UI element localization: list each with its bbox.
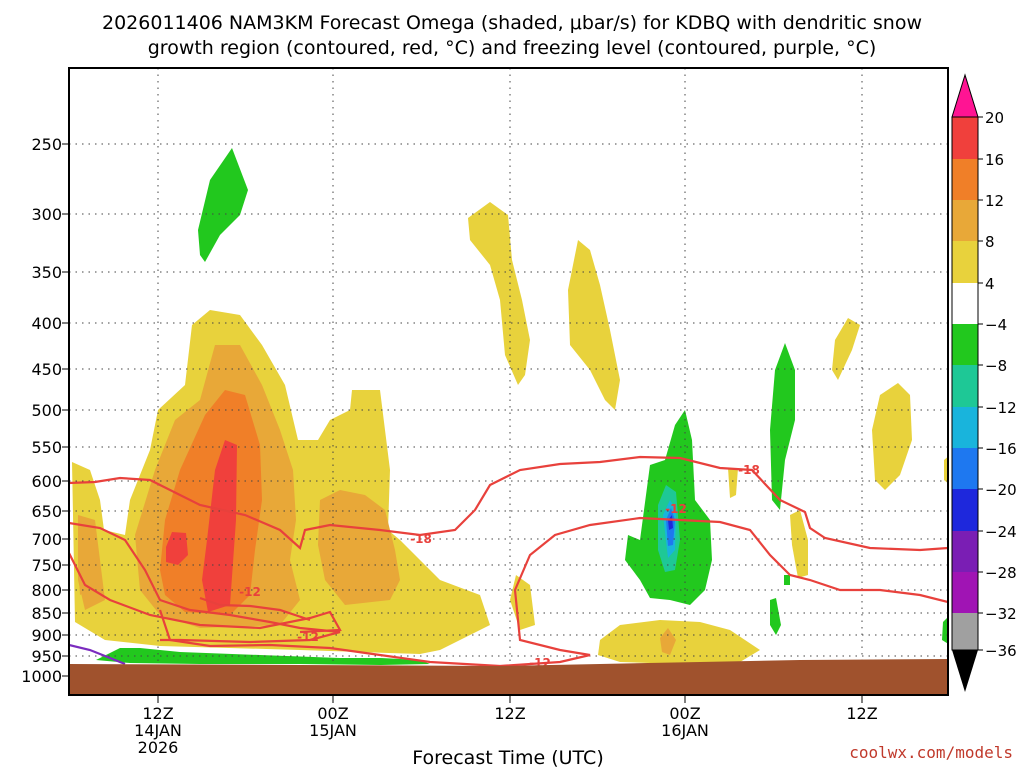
contour-label-4: -12 [297, 630, 319, 644]
y-axis: 250 300 350 400 450 500 550 600 650 700 … [21, 135, 69, 686]
omega-yellow-right-mid [790, 510, 808, 578]
plot-frame [68, 67, 949, 696]
omega-shading [72, 148, 948, 665]
colorbar-label-minus8: −8 [985, 357, 1007, 375]
x-tick-2-line1: 12Z [494, 704, 525, 723]
grid [69, 68, 948, 695]
contour-label-3: -12 [239, 585, 261, 599]
y-tick-650: 650 [31, 502, 62, 521]
freezing-level-contour [69, 643, 126, 666]
colorbar-swatch-minus28-32 [952, 572, 978, 613]
omega-green-right-tall [770, 343, 795, 510]
terrain-surface [69, 659, 948, 695]
omega-red-1 [202, 440, 237, 612]
contour-minus12-upper [69, 521, 341, 644]
omega-green-right-low [770, 598, 781, 635]
contour-minus18-outer [69, 455, 948, 552]
colorbar-label-minus20: −20 [985, 481, 1017, 499]
x-tick-3-line2: 16JAN [661, 721, 709, 740]
colorbar-swatch-minus4-8 [952, 324, 978, 365]
contour-label-5: -12 [665, 502, 687, 516]
x-tick-3-line1: 00Z [669, 704, 700, 723]
omega-red-2 [166, 532, 188, 565]
credit-link[interactable]: coolwx.com/models [849, 743, 1013, 762]
y-tick-750: 750 [31, 556, 62, 575]
colorbar-swatch-minus20-24 [952, 489, 978, 531]
colorbar-label-4: 4 [985, 275, 995, 293]
omega-orange-light-3 [318, 490, 400, 605]
y-tick-350: 350 [31, 263, 62, 282]
x-tick-1-line1: 00Z [317, 704, 348, 723]
colorbar-swatch-minus12-16 [952, 407, 978, 448]
colorbar-label-16: 16 [985, 151, 1004, 169]
contour-minus12-mid [199, 596, 311, 622]
y-tick-900: 900 [31, 626, 62, 645]
contour-minus12-lower [158, 516, 948, 668]
y-tick-850: 850 [31, 604, 62, 623]
colorbar-swatch-neutral [952, 283, 978, 324]
colorbar-swatch-16-20 [952, 117, 978, 159]
colorbar-label-minus12: −12 [985, 399, 1017, 417]
x-tick-4-line1: 12Z [846, 704, 877, 723]
colorbar-label-12: 12 [985, 192, 1004, 210]
colorbar: 20 16 12 8 4 −4 −8 −12 −16 −20 −24 −28 −… [951, 73, 1017, 692]
colorbar-label-minus16: −16 [985, 440, 1017, 458]
colorbar-swatch-minus24-28 [952, 531, 978, 572]
y-tick-400: 400 [31, 314, 62, 333]
colorbar-swatch-minus16-20 [952, 448, 978, 489]
x-tick-0-line3: 2026 [138, 738, 179, 757]
y-tick-500: 500 [31, 401, 62, 420]
omega-green-surface [96, 648, 430, 665]
x-axis-label: Forecast Time (UTC) [412, 747, 603, 768]
colorbar-label-minus4: −4 [985, 316, 1007, 334]
omega-yellow-small [728, 468, 738, 498]
colorbar-swatch-12-16 [952, 159, 978, 200]
chart-title-line2: growth region (contoured, red, °C) and f… [148, 37, 877, 59]
colorbar-label-20: 20 [985, 109, 1004, 127]
x-tick-0-line1: 12Z [142, 704, 173, 723]
omega-yellow-upper-2 [568, 240, 620, 410]
colorbar-bottom-arrow [952, 650, 978, 692]
colorbar-swatch-minus32-36 [952, 613, 978, 650]
colorbar-swatch-8-12 [952, 200, 978, 241]
plot-area: -18 -18 -12 -12 -12 -12 [69, 68, 948, 695]
contour-label-1: -18 [410, 532, 432, 546]
colorbar-label-minus36: −36 [985, 642, 1017, 660]
x-tick-1-line2: 15JAN [309, 721, 357, 740]
colorbar-label-minus28: −28 [985, 564, 1017, 582]
y-tick-950: 950 [31, 647, 62, 666]
y-tick-450: 450 [31, 360, 62, 379]
omega-orange-lower [660, 628, 676, 655]
contour-minus18-lower [69, 552, 342, 634]
omega-yellow-upper-1 [468, 202, 530, 385]
colorbar-swatch-minus8-12 [952, 365, 978, 407]
colorbar-top-arrow [952, 75, 978, 117]
x-tick-0-line2: 14JAN [134, 721, 182, 740]
omega-green-right-dot [784, 575, 790, 585]
colorbar-label-minus32: −32 [985, 605, 1017, 623]
chart-title-line1: 2026011406 NAM3KM Forecast Omega (shaded… [102, 12, 922, 34]
omega-green-upper [198, 148, 248, 262]
colorbar-label-8: 8 [985, 233, 995, 251]
y-tick-250: 250 [31, 135, 62, 154]
y-tick-550: 550 [31, 438, 62, 457]
y-tick-800: 800 [31, 581, 62, 600]
omega-yellow-lower [598, 620, 760, 664]
omega-yellow-upper-3 [832, 318, 860, 380]
omega-green-edge [942, 617, 948, 644]
y-tick-600: 600 [31, 472, 62, 491]
y-tick-1000: 1000 [21, 667, 62, 686]
colorbar-label-minus24: −24 [985, 523, 1017, 541]
y-tick-300: 300 [31, 205, 62, 224]
dendritic-contours [69, 455, 948, 668]
x-axis: 12Z 14JAN 2026 00Z 15JAN 12Z 00Z 16JAN 1… [134, 695, 878, 757]
colorbar-swatch-4-8 [952, 241, 978, 283]
contour-label-2: -18 [738, 463, 760, 477]
y-tick-700: 700 [31, 530, 62, 549]
